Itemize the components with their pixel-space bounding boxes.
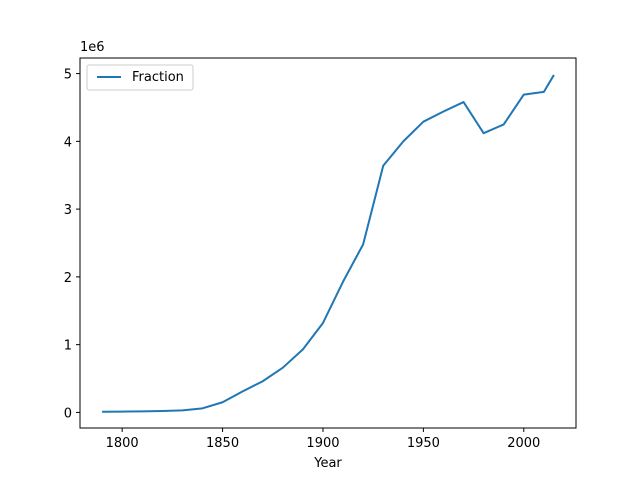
x-axis: 1800 1850 1900 1950 2000 [106, 428, 540, 451]
x-tick-label-1900: 1900 [306, 436, 339, 451]
legend-label-fraction: Fraction [132, 70, 184, 85]
plot-layer [102, 74, 555, 413]
y-tick-label-3: 3 [64, 203, 72, 218]
y-axis: 0 1 2 3 4 5 [64, 68, 80, 421]
plot-frame [79, 57, 577, 429]
x-tick-label-1950: 1950 [407, 436, 440, 451]
x-tick-label-2000: 2000 [507, 436, 540, 451]
x-tick-label-1800: 1800 [106, 436, 139, 451]
y-offset-label: 1e6 [80, 40, 105, 55]
legend-frame [86, 64, 194, 91]
y-tick-label-2: 2 [64, 271, 72, 286]
y-tick-label-4: 4 [64, 135, 72, 150]
y-tick-label-5: 5 [64, 68, 72, 83]
y-tick-label-1: 1 [64, 339, 72, 354]
x-tick-label-1850: 1850 [206, 436, 239, 451]
series-line-fraction [102, 74, 555, 413]
plot-background [80, 58, 576, 428]
legend: Fraction [86, 64, 194, 91]
x-axis-label: Year [313, 456, 342, 471]
y-tick-label-0: 0 [64, 406, 72, 421]
